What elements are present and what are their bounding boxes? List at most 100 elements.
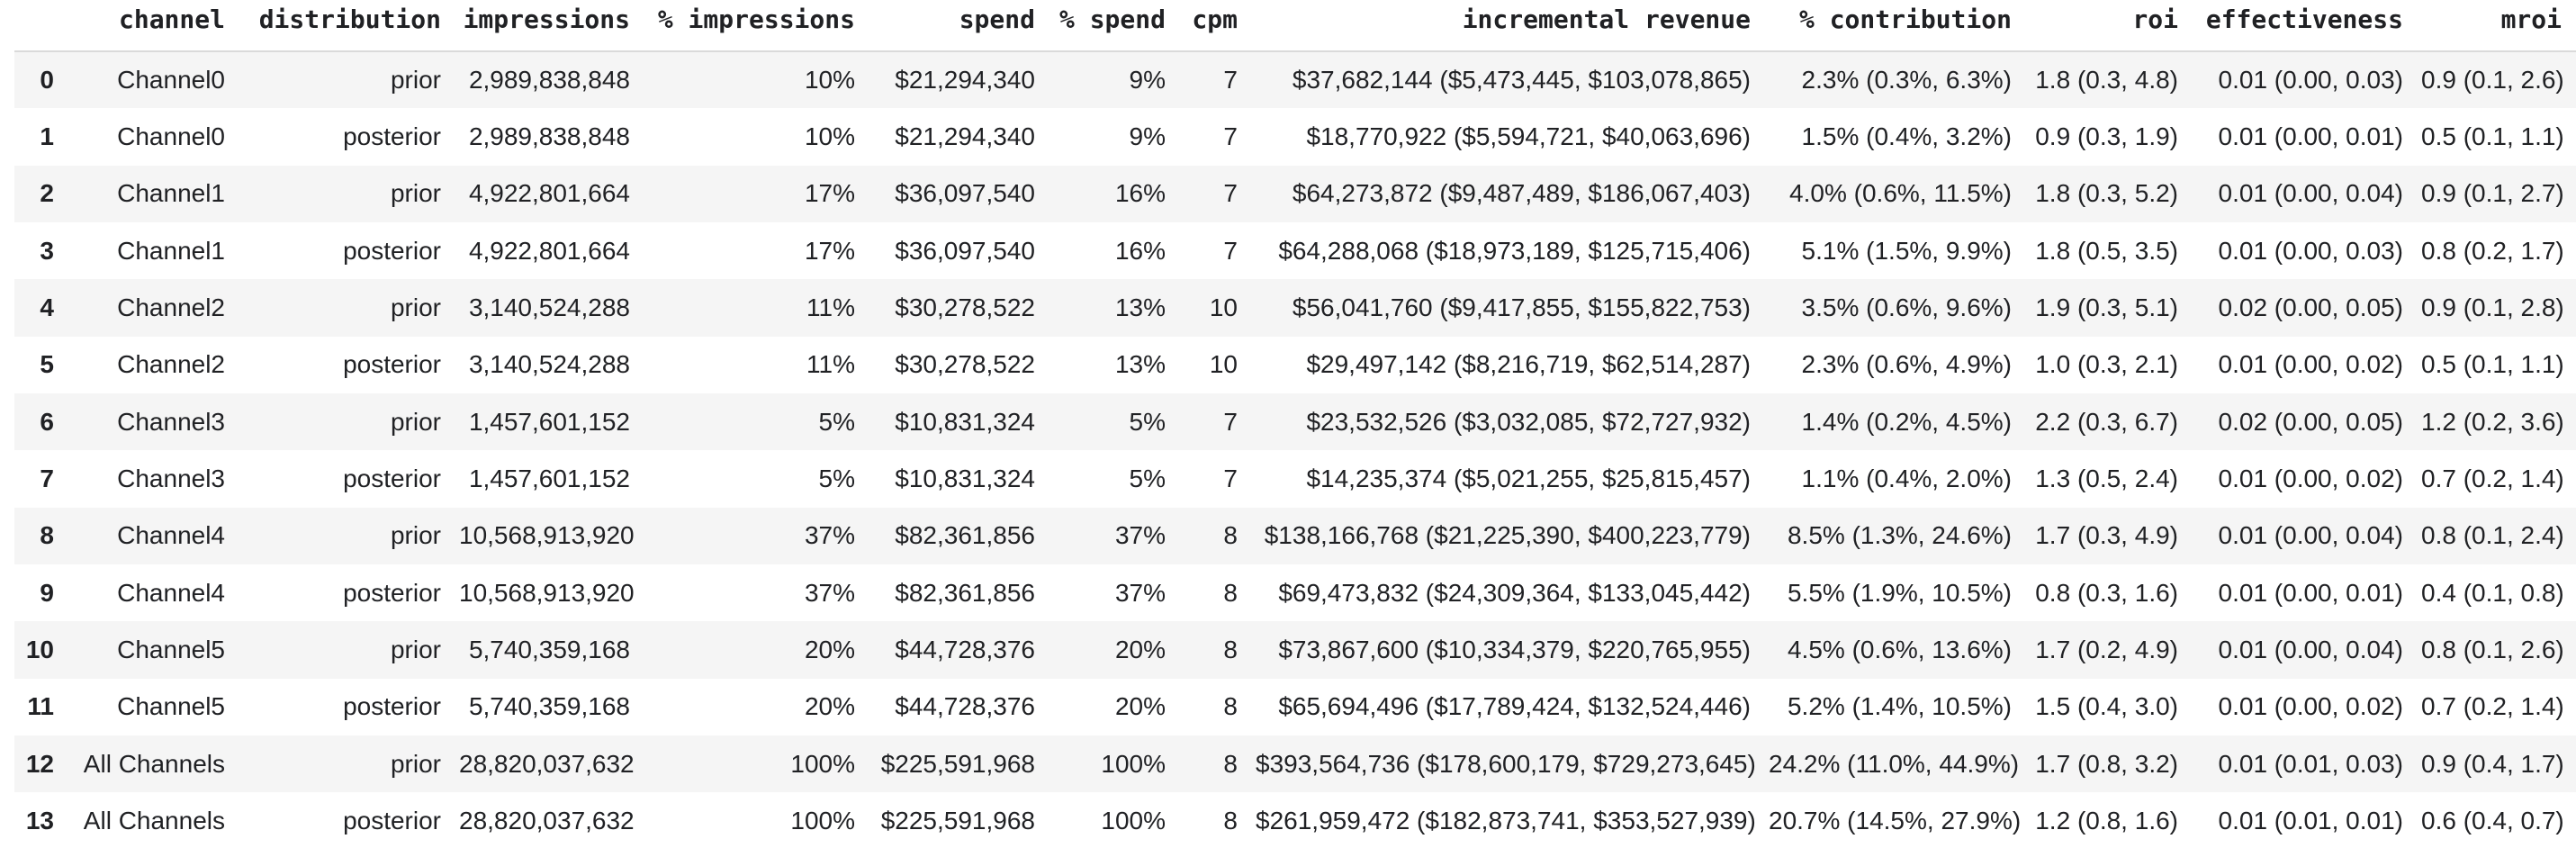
channel-summary-table: channel distribution impressions% impressi… (14, 0, 2576, 848)
cell-pct-contribution: 5.2% (1.4%, 10.5%) (1787, 692, 2012, 721)
row-index: 2 (40, 179, 54, 208)
col-header-index (14, 0, 68, 52)
cell-roi: 1.0 (0.3, 2.1) (2035, 350, 2178, 379)
table-row: 5 Channel2 posterior 3,140,524,288 11% $30,27… (14, 336, 2576, 394)
cell-incremental-revenue: $73,867,600 ($10,334,379, $220,765,955) (1278, 636, 1751, 664)
cell-pct-impressions: 5% (818, 407, 855, 436)
cell-mroi: 0.4 (0.1, 0.8) (2421, 578, 2564, 607)
cell-pct-impressions: 17% (804, 179, 855, 208)
cell-mroi: 1.2 (0.2, 3.6) (2421, 407, 2564, 436)
cell-impressions: 4,922,801,664 (468, 179, 630, 208)
row-index: 13 (25, 807, 54, 835)
cell-pct-contribution: 4.5% (0.6%, 13.6%) (1787, 636, 2012, 664)
cell-pct-spend: 9% (1129, 122, 1166, 151)
cell-channel: Channel1 (117, 179, 225, 208)
cell-effectiveness: 0.01 (0.00, 0.02) (2218, 692, 2403, 721)
cell-roi: 1.7 (0.2, 4.9) (2035, 636, 2178, 664)
cell-pct-contribution: 2.3% (0.3%, 6.3%) (1801, 66, 2012, 95)
cell-incremental-revenue: $393,564,736 ($178,600,179, $729,273,645… (1256, 749, 1756, 778)
cell-roi: 0.8 (0.3, 1.6) (2035, 578, 2178, 607)
cell-distribution: prior (390, 66, 441, 95)
cell-spend: $10,831,324 (895, 465, 1035, 493)
cell-pct-contribution: 5.1% (1.5%, 9.9%) (1801, 236, 2012, 265)
row-index: 8 (40, 521, 54, 550)
cell-pct-contribution: 1.4% (0.2%, 4.5%) (1801, 407, 2012, 436)
table-row: 11 Channel5 posterior 5,740,359,168 20% $44,7… (14, 678, 2576, 736)
cell-mroi: 0.8 (0.1, 2.6) (2421, 636, 2564, 664)
cell-roi: 0.9 (0.3, 1.9) (2035, 122, 2178, 151)
cell-pct-spend: 9% (1129, 66, 1166, 95)
col-header-cpm: cpm (1180, 0, 1252, 52)
cell-distribution: prior (390, 636, 441, 664)
col-header-impressions: % impressions (644, 0, 869, 52)
table-row: 12 All Channels prior 28,820,037,632 100% $22… (14, 735, 2576, 793)
cell-roi: 1.7 (0.3, 4.9) (2035, 521, 2178, 550)
cell-effectiveness: 0.01 (0.00, 0.04) (2218, 636, 2403, 664)
cell-pct-spend: 5% (1129, 407, 1166, 436)
row-index: 6 (40, 407, 54, 436)
row-index: 0 (40, 66, 54, 95)
cell-effectiveness: 0.02 (0.00, 0.05) (2218, 407, 2403, 436)
cell-pct-impressions: 37% (804, 521, 855, 550)
cell-cpm: 7 (1223, 179, 1238, 208)
cell-spend: $30,278,522 (895, 350, 1035, 379)
cell-cpm: 8 (1223, 749, 1238, 778)
cell-cpm: 7 (1223, 122, 1238, 151)
col-header-distribution: distribution (239, 0, 455, 52)
cell-channel: Channel1 (117, 236, 225, 265)
cell-channel: Channel4 (117, 521, 225, 550)
cell-pct-spend: 5% (1129, 465, 1166, 493)
cell-cpm: 8 (1223, 807, 1238, 835)
cell-impressions: 5,740,359,168 (468, 692, 630, 721)
cell-effectiveness: 0.01 (0.01, 0.03) (2218, 749, 2403, 778)
cell-pct-impressions: 10% (804, 66, 855, 95)
cell-pct-contribution: 1.5% (0.4%, 3.2%) (1801, 122, 2012, 151)
col-header-mroi: mroi (2418, 0, 2576, 52)
cell-incremental-revenue: $18,770,922 ($5,594,721, $40,063,696) (1306, 122, 1751, 151)
cell-incremental-revenue: $138,166,768 ($21,225,390, $400,223,779) (1264, 521, 1751, 550)
row-index: 5 (40, 350, 54, 379)
cell-pct-spend: 16% (1114, 236, 1166, 265)
cell-roi: 1.5 (0.4, 3.0) (2035, 692, 2178, 721)
cell-mroi: 0.9 (0.1, 2.6) (2421, 66, 2564, 95)
cell-roi: 1.3 (0.5, 2.4) (2035, 465, 2178, 493)
cell-pct-spend: 100% (1101, 749, 1166, 778)
cell-distribution: posterior (343, 465, 441, 493)
cell-channel: Channel2 (117, 350, 225, 379)
cell-incremental-revenue: $64,273,872 ($9,487,489, $186,067,403) (1292, 179, 1751, 208)
cell-spend: $36,097,540 (895, 179, 1035, 208)
cell-cpm: 7 (1223, 407, 1238, 436)
cell-roi: 2.2 (0.3, 6.7) (2035, 407, 2178, 436)
col-header-spend: % spend (1049, 0, 1180, 52)
cell-spend: $44,728,376 (895, 692, 1035, 721)
cell-pct-impressions: 5% (818, 465, 855, 493)
table-row: 9 Channel4 posterior 10,568,913,920 37% $82,3… (14, 564, 2576, 622)
cell-spend: $225,591,968 (880, 807, 1035, 835)
cell-cpm: 10 (1209, 293, 1238, 322)
cell-pct-spend: 13% (1114, 293, 1166, 322)
cell-spend: $30,278,522 (895, 293, 1035, 322)
cell-cpm: 7 (1223, 465, 1238, 493)
cell-cpm: 8 (1223, 521, 1238, 550)
cell-mroi: 0.5 (0.1, 1.1) (2421, 350, 2564, 379)
col-header-contribution: % contribution (1765, 0, 2026, 52)
cell-incremental-revenue: $69,473,832 ($24,309,364, $133,045,442) (1278, 578, 1751, 607)
cell-spend: $82,361,856 (895, 578, 1035, 607)
cell-channel: Channel0 (117, 66, 225, 95)
cell-distribution: posterior (343, 578, 441, 607)
cell-pct-spend: 100% (1101, 807, 1166, 835)
cell-roi: 1.7 (0.8, 3.2) (2035, 749, 2178, 778)
table-row: 1 Channel0 posterior 2,989,838,848 10% $21,29… (14, 108, 2576, 166)
cell-distribution: posterior (343, 807, 441, 835)
col-header-effectiveness: effectiveness (2193, 0, 2418, 52)
cell-pct-contribution: 8.5% (1.3%, 24.6%) (1787, 521, 2012, 550)
cell-effectiveness: 0.01 (0.00, 0.04) (2218, 179, 2403, 208)
row-index: 10 (25, 636, 54, 664)
row-index: 9 (40, 578, 54, 607)
col-header-spend: spend (869, 0, 1049, 52)
cell-spend: $21,294,340 (895, 122, 1035, 151)
cell-cpm: 8 (1223, 578, 1238, 607)
cell-impressions: 1,457,601,152 (468, 407, 630, 436)
header-row: channel distribution impressions% impressi… (14, 0, 2576, 52)
cell-impressions: 2,989,838,848 (468, 66, 630, 95)
